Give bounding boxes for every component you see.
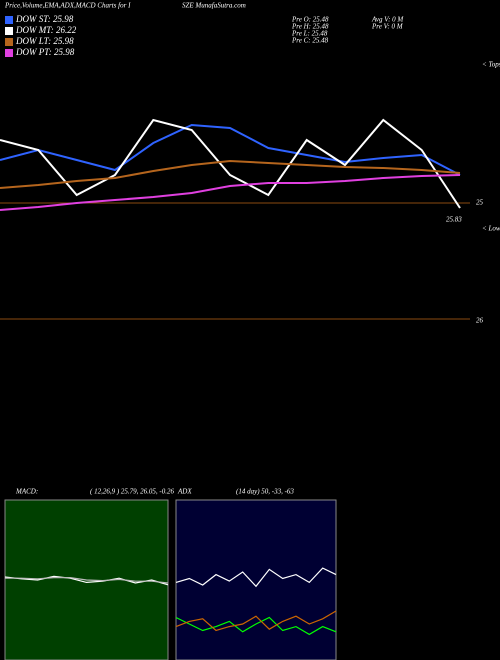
legend-swatch: [5, 49, 13, 57]
adx-panel: [175, 499, 337, 660]
legend-label: DOW MT: 26.22: [15, 25, 77, 35]
info-label: Avg V: 0 M: [371, 16, 404, 24]
info-label: Pre C: 25.48: [291, 37, 329, 45]
info-label: Pre O: 25.48: [291, 16, 329, 24]
info-label: Pre L: 25.48: [291, 30, 328, 38]
legend-label: DOW PT: 25.98: [15, 47, 75, 57]
panel-subtitle: (14 day) 50, -33, -63: [236, 488, 294, 496]
series-line: [175, 567, 337, 588]
chart-title: Price,Volume,EMA,ADX,MACD Charts for I: [4, 2, 131, 10]
annotation: < Lows: [482, 225, 500, 233]
chart-subtitle: SZE MunafaSutra.com: [182, 2, 246, 10]
legend-swatch: [5, 27, 13, 35]
annotation: < Tops: [482, 61, 500, 69]
series-line: [175, 610, 337, 632]
legend-label: DOW LT: 25.98: [15, 36, 74, 46]
panel-title: MACD:: [15, 488, 38, 496]
panel-title: ADX: [177, 488, 192, 496]
series-line: [175, 616, 337, 636]
legend-swatch: [5, 16, 13, 24]
series-line: [0, 174, 461, 211]
annotation: 25.83: [446, 216, 462, 224]
info-label: Pre H: 25.48: [291, 23, 329, 31]
series-line: [0, 123, 461, 176]
series-line: [0, 159, 461, 189]
annotation: 25: [476, 199, 484, 207]
panel-subtitle: ( 12,26,9 ) 25.79, 26.05, -0.26: [90, 488, 174, 496]
legend-label: DOW ST: 25.98: [15, 14, 74, 24]
series-line: [4, 575, 169, 586]
series-line: [5, 576, 169, 584]
series-line: [0, 118, 461, 209]
legend-swatch: [5, 38, 13, 46]
annotation: 26: [476, 317, 484, 325]
info-label: Pre V: 0 M: [371, 23, 404, 31]
